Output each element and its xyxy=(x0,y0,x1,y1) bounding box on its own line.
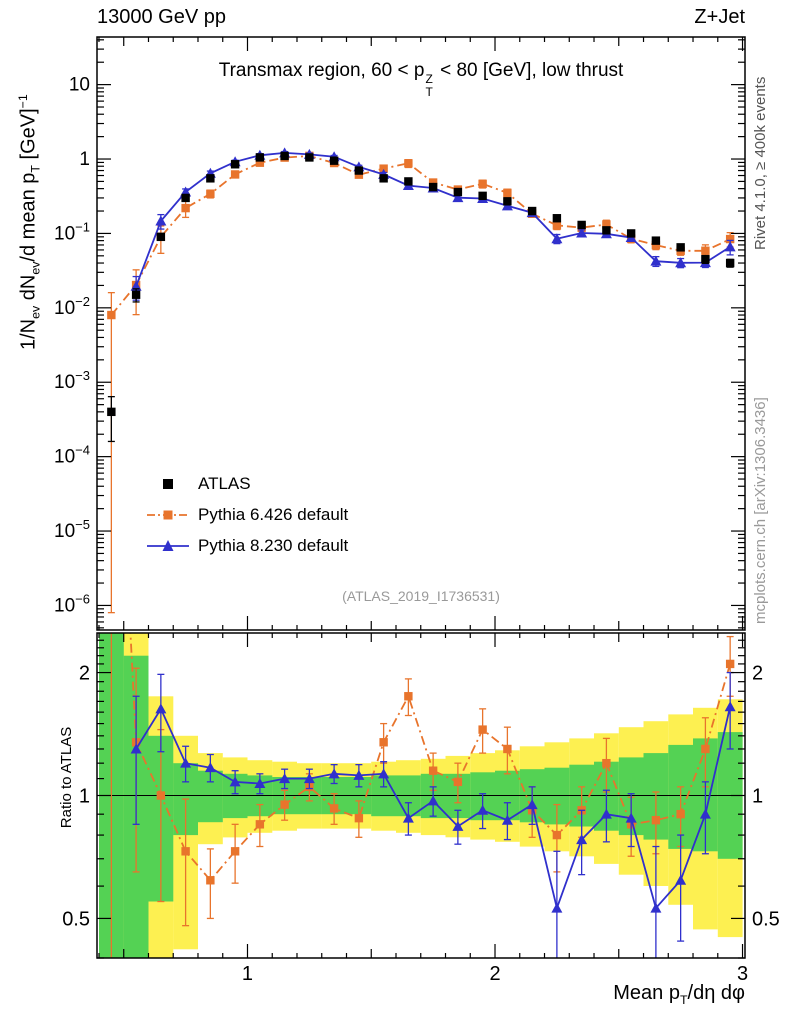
legend-label-atlas: ATLAS xyxy=(198,473,251,493)
svg-text:3: 3 xyxy=(737,963,748,985)
svg-text:0.5: 0.5 xyxy=(752,908,780,930)
legend-label-pythia8: Pythia 8.230 default xyxy=(198,535,349,555)
ylabel-frag: /d mean p xyxy=(17,172,40,262)
legend: ATLAS Pythia 6.426 default Pythia 8.230 … xyxy=(142,468,348,561)
plot-title-sub: T xyxy=(425,84,433,99)
plot-title-sup: Z xyxy=(425,72,433,86)
y-axis-title-ratio: Ratio to ATLAS xyxy=(58,726,75,829)
svg-text:1: 1 xyxy=(752,786,763,808)
xlabel-frag: Mean p xyxy=(613,982,680,1004)
xlabel-frag: /dη dφ xyxy=(687,982,745,1004)
svg-text:10−3: 10−3 xyxy=(54,368,90,393)
x-axis-title: Mean pT/dη dφ xyxy=(613,982,745,1007)
plot-title-post: < 80 [GeV], low thrust xyxy=(434,60,624,81)
ylabel-frag: 1/N xyxy=(17,318,40,350)
svg-text:1: 1 xyxy=(79,149,90,170)
svg-text:10−5: 10−5 xyxy=(54,517,90,542)
y-axis-title-main: 1/Nev dNev/d mean pT [GeV]−1 xyxy=(16,36,43,350)
pythia8-marker-shape xyxy=(147,539,189,551)
atlas-square xyxy=(163,478,173,489)
legend-item-pythia8: Pythia 8.230 default xyxy=(142,530,348,561)
legend-item-atlas: ATLAS xyxy=(142,468,348,499)
ylabel-frag-sub: ev xyxy=(28,261,43,275)
pythia8-solid-triangle-marker-icon xyxy=(142,537,194,555)
svg-text:0.5: 0.5 xyxy=(62,908,90,930)
svg-text:2: 2 xyxy=(79,663,90,685)
pythia6-marker-shape xyxy=(147,510,189,519)
svg-text:1: 1 xyxy=(242,963,253,985)
legend-item-pythia6: Pythia 6.426 default xyxy=(142,499,348,530)
svg-text:2: 2 xyxy=(752,663,763,685)
svg-text:10−6: 10−6 xyxy=(54,591,90,616)
rivet-version-note: Rivet 4.1.0, ≥ 400k events xyxy=(752,76,769,250)
svg-text:10−4: 10−4 xyxy=(54,443,90,468)
process-label: Z+Jet xyxy=(694,6,745,28)
ylabel-frag-sub: ev xyxy=(28,305,43,319)
pythia6-dashdot-square-marker-icon xyxy=(142,506,194,524)
ylabel-frag: dN xyxy=(17,274,40,306)
beam-energy-label: 13000 GeV pp xyxy=(97,6,226,28)
svg-text:2: 2 xyxy=(489,963,500,985)
svg-text:10: 10 xyxy=(69,75,90,96)
xlabel-frag-sub: T xyxy=(679,993,688,1007)
atlas-marker-shape xyxy=(163,478,173,489)
pythia6-square xyxy=(163,510,173,519)
legend-label-pythia6: Pythia 6.426 default xyxy=(198,504,349,524)
svg-text:1: 1 xyxy=(79,786,90,808)
svg-text:10−2: 10−2 xyxy=(54,294,90,319)
mcplots-arxiv-note: mcplots.cern.ch [arXiv:1306.3436] xyxy=(752,397,769,624)
ylabel-frag: [GeV] xyxy=(17,108,40,166)
ylabel-frag-sub: T xyxy=(28,165,43,173)
figure-header: 13000 GeV pp Z+Jet xyxy=(97,6,745,29)
analysis-id-watermark: (ATLAS_2019_I1736531) xyxy=(342,588,500,604)
pythia8-triangle xyxy=(162,539,174,551)
atlas-square-marker-icon xyxy=(142,475,194,493)
ylabel-frag-sup: −1 xyxy=(16,94,30,109)
svg-text:10−1: 10−1 xyxy=(54,219,90,244)
plot-title-pre: Transmax region, 60 < p xyxy=(218,60,425,81)
